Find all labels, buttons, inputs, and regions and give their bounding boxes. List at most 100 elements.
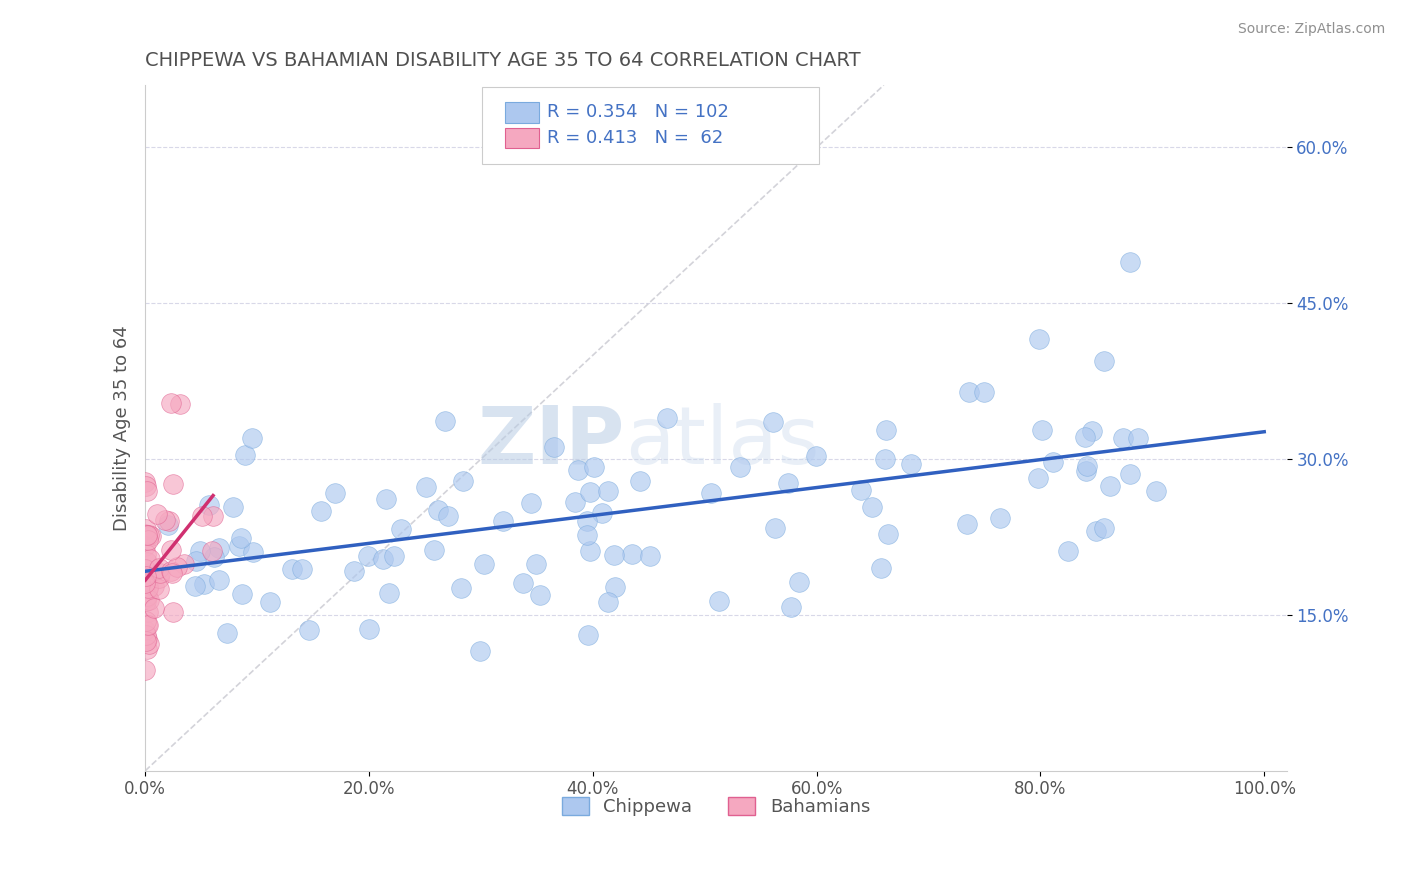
Point [136, 582, 159, 596]
Point [749, 140, 772, 154]
Point [1026, 470, 1049, 484]
Point [160, 566, 183, 581]
Point [134, 577, 156, 591]
Point [655, 411, 678, 425]
Point [138, 552, 160, 566]
Point [281, 562, 304, 576]
Point [135, 627, 157, 641]
Point [222, 500, 245, 515]
Point [578, 484, 600, 499]
Point [1028, 332, 1050, 346]
Point [159, 514, 181, 528]
Point [202, 509, 225, 524]
Point [233, 449, 256, 463]
Text: ZIP: ZIP [478, 402, 624, 481]
Point [529, 588, 551, 602]
Point [520, 496, 543, 510]
Point [1073, 430, 1095, 444]
Point [1111, 431, 1133, 445]
Point [776, 476, 799, 491]
Point [148, 561, 170, 575]
Point [543, 441, 565, 455]
Point [591, 506, 613, 520]
Point [139, 529, 162, 543]
Point [136, 589, 159, 603]
Point [136, 533, 159, 547]
Point [198, 498, 221, 512]
Point [291, 562, 314, 576]
Point [135, 569, 157, 583]
Point [160, 564, 183, 578]
Point [148, 566, 170, 580]
Point [166, 560, 188, 574]
Point [136, 605, 159, 619]
Point [628, 474, 651, 488]
Point [136, 641, 159, 656]
Point [1057, 543, 1080, 558]
Point [564, 495, 586, 509]
Text: CHIPPEWA VS BAHAMIAN DISABILITY AGE 35 TO 64 CORRELATION CHART: CHIPPEWA VS BAHAMIAN DISABILITY AGE 35 T… [145, 51, 860, 70]
Point [621, 548, 644, 562]
Point [877, 527, 900, 541]
Point [371, 552, 394, 566]
Point [576, 628, 599, 642]
Point [143, 601, 166, 615]
Point [956, 516, 979, 531]
Point [134, 580, 156, 594]
Point [1119, 254, 1142, 268]
Point [468, 644, 491, 658]
Point [148, 582, 170, 596]
Point [806, 449, 828, 463]
Point [1074, 464, 1097, 478]
Point [134, 526, 156, 541]
Point [472, 557, 495, 571]
Point [875, 423, 897, 437]
Point [134, 475, 156, 489]
Point [1092, 353, 1115, 368]
Point [229, 531, 252, 545]
Point [138, 637, 160, 651]
Point [638, 549, 661, 563]
Point [375, 491, 398, 506]
Point [415, 480, 437, 494]
Point [136, 527, 159, 541]
Point [1126, 431, 1149, 445]
Point [242, 545, 264, 559]
Point [343, 564, 366, 578]
Point [135, 591, 157, 605]
Point [136, 618, 159, 632]
Point [1081, 425, 1104, 439]
Point [259, 595, 281, 609]
Point [136, 555, 159, 569]
Point [134, 591, 156, 605]
Point [699, 485, 721, 500]
Point [231, 587, 253, 601]
Point [707, 593, 730, 607]
Point [988, 511, 1011, 525]
Point [762, 415, 785, 429]
Point [153, 513, 176, 527]
FancyBboxPatch shape [505, 128, 538, 148]
Point [134, 663, 156, 677]
Point [453, 474, 475, 488]
Y-axis label: Disability Age 35 to 64: Disability Age 35 to 64 [114, 325, 131, 531]
Point [603, 580, 626, 594]
Point [136, 579, 159, 593]
Point [1085, 524, 1108, 538]
Point [1031, 423, 1053, 437]
Point [450, 581, 472, 595]
Point [148, 571, 170, 585]
Point [201, 544, 224, 558]
Legend: Chippewa, Bahamians: Chippewa, Bahamians [554, 789, 877, 823]
Point [860, 500, 883, 514]
Point [135, 547, 157, 561]
Point [162, 477, 184, 491]
Point [169, 397, 191, 411]
Point [208, 574, 231, 588]
Point [134, 584, 156, 599]
Point [900, 457, 922, 471]
Point [184, 553, 207, 567]
Point [730, 459, 752, 474]
Point [191, 508, 214, 523]
Point [389, 522, 412, 536]
